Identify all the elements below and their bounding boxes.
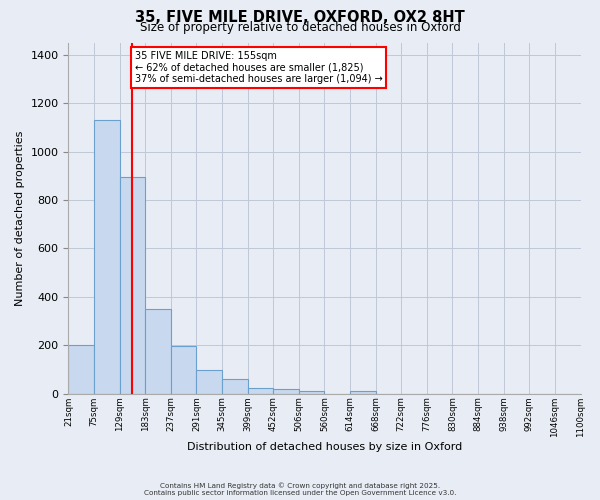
Bar bbox=[299, 392, 325, 394]
Bar bbox=[68, 346, 94, 394]
Bar bbox=[171, 346, 196, 394]
Bar bbox=[222, 380, 248, 394]
Text: 35 FIVE MILE DRIVE: 155sqm
← 62% of detached houses are smaller (1,825)
37% of s: 35 FIVE MILE DRIVE: 155sqm ← 62% of deta… bbox=[134, 52, 382, 84]
Text: Contains public sector information licensed under the Open Government Licence v3: Contains public sector information licen… bbox=[144, 490, 456, 496]
Text: Contains HM Land Registry data © Crown copyright and database right 2025.: Contains HM Land Registry data © Crown c… bbox=[160, 482, 440, 489]
Bar bbox=[94, 120, 119, 394]
Bar bbox=[248, 388, 273, 394]
Bar bbox=[273, 389, 299, 394]
Bar bbox=[119, 177, 145, 394]
Bar bbox=[196, 370, 222, 394]
Bar bbox=[350, 391, 376, 394]
X-axis label: Distribution of detached houses by size in Oxford: Distribution of detached houses by size … bbox=[187, 442, 462, 452]
Text: Size of property relative to detached houses in Oxford: Size of property relative to detached ho… bbox=[140, 22, 460, 35]
Bar bbox=[145, 309, 171, 394]
Y-axis label: Number of detached properties: Number of detached properties bbox=[15, 130, 25, 306]
Text: 35, FIVE MILE DRIVE, OXFORD, OX2 8HT: 35, FIVE MILE DRIVE, OXFORD, OX2 8HT bbox=[135, 10, 465, 25]
